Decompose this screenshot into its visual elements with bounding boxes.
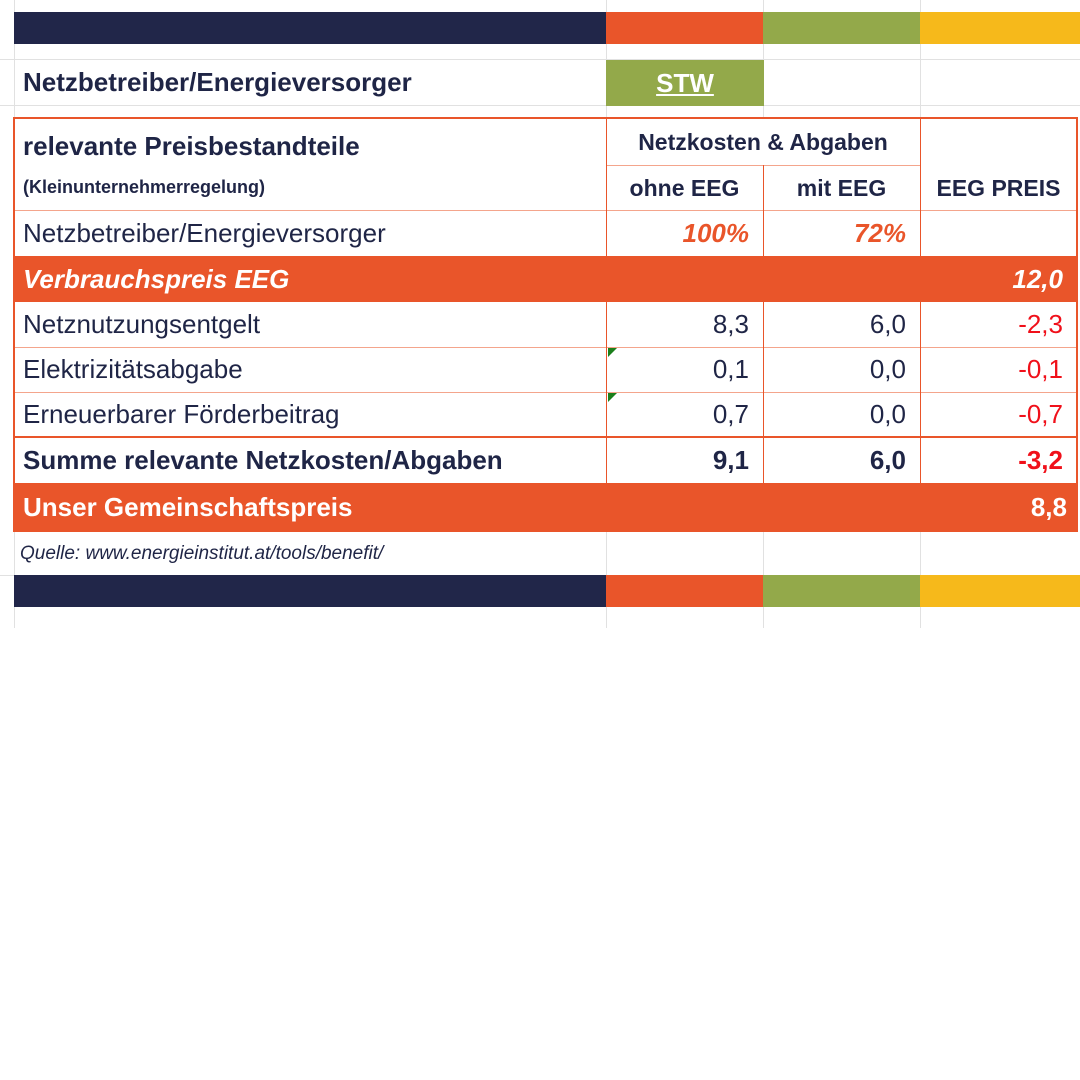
bar-navy [14, 12, 606, 44]
error-indicator-icon[interactable] [608, 348, 617, 357]
cell-ohne: 0,1 [712, 354, 749, 384]
cell-ohne: 8,3 [712, 309, 749, 339]
divider [14, 210, 1077, 211]
divider [606, 118, 607, 256]
col-header-mit-eeg: mit EEG [796, 174, 887, 201]
bar-navy [14, 575, 606, 607]
table-title: relevante Preisbestandteile [23, 130, 360, 161]
cell-mit: 0,0 [869, 399, 906, 429]
row-label: Netznutzungsentgelt [23, 309, 261, 339]
source-note: Quelle: www.energieinstitut.at/tools/ben… [20, 542, 384, 564]
divider [14, 392, 1077, 393]
share-ohne: 100% [682, 218, 750, 248]
row-label: Erneuerbarer Förderbeitrag [23, 399, 340, 429]
divider [920, 118, 921, 256]
divider [14, 436, 1077, 438]
bar-yellow [920, 575, 1080, 607]
group-header: Netzkosten & Abgaben [638, 129, 888, 155]
bar-green [763, 575, 920, 607]
bar-orange [606, 12, 763, 44]
cell-eeg: -2,3 [1018, 309, 1063, 339]
cell-ohne: 0,7 [712, 399, 749, 429]
cell-mit: 0,0 [869, 354, 906, 384]
divider [920, 302, 921, 483]
cell-eeg: -0,7 [1018, 399, 1063, 429]
community-price-value: 8,8 [1030, 491, 1067, 522]
bar-yellow [920, 12, 1080, 44]
gridline [0, 59, 1080, 60]
sum-label: Summe relevante Netzkosten/Abgaben [23, 445, 503, 475]
gridline [0, 105, 1080, 106]
table-background [14, 118, 1077, 531]
community-price-row [14, 483, 1077, 531]
verbrauchspreis-row [14, 256, 1077, 302]
divider [763, 302, 764, 483]
table-border [13, 117, 1078, 532]
cell-mit: 6,0 [869, 309, 906, 339]
cell-eeg: -0,1 [1018, 354, 1063, 384]
col-header-eeg-preis: EEG PREIS [936, 174, 1061, 201]
table-subtitle: (Kleinunternehmerregelung) [23, 176, 266, 197]
error-indicator-icon[interactable] [608, 393, 617, 402]
divider [606, 302, 607, 483]
divider [14, 347, 1077, 348]
selector-label: Netzbetreiber/Energieversorger [23, 67, 412, 97]
verbrauchspreis-value: 12,0 [1012, 263, 1063, 294]
bar-orange [606, 575, 763, 607]
divider [763, 165, 764, 256]
sum-eeg: -3,2 [1018, 445, 1063, 475]
col-header-ohne-eeg: ohne EEG [629, 174, 740, 201]
share-row-label: Netzbetreiber/Energieversorger [23, 218, 386, 248]
sum-mit: 6,0 [869, 445, 906, 475]
provider-dropdown[interactable]: STW [606, 60, 764, 106]
row-label: Elektrizitätsabgabe [23, 354, 243, 384]
share-mit: 72% [853, 218, 906, 248]
sum-ohne: 9,1 [712, 445, 749, 475]
community-price-label: Unser Gemeinschaftspreis [23, 491, 353, 522]
verbrauchspreis-label: Verbrauchspreis EEG [23, 263, 290, 294]
bar-green [763, 12, 920, 44]
